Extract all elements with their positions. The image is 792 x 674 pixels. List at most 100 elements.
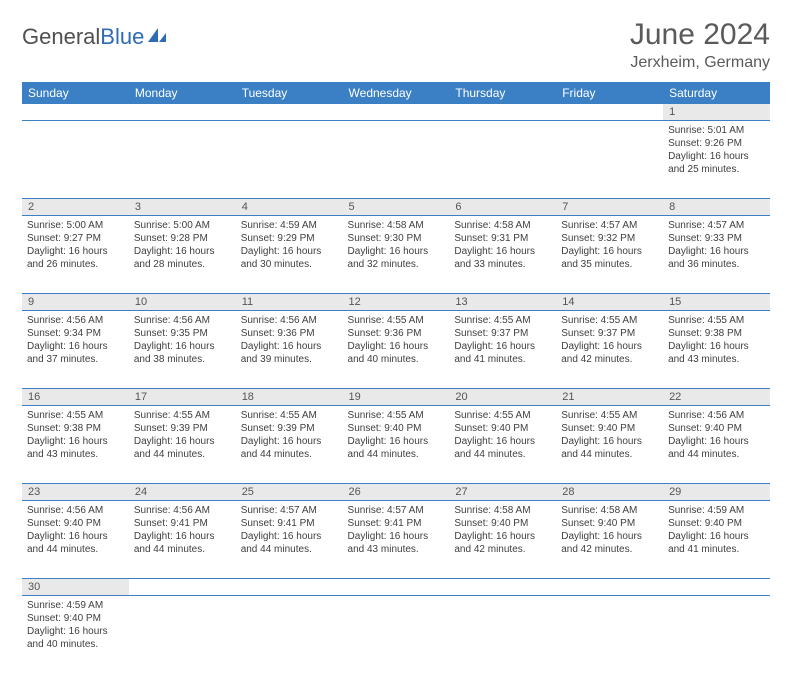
- day-cell: Sunrise: 4:56 AMSunset: 9:40 PMDaylight:…: [22, 501, 129, 579]
- daylight2-text: and 44 minutes.: [134, 543, 231, 556]
- day-number: 5: [343, 199, 450, 216]
- sunset-text: Sunset: 9:41 PM: [348, 517, 445, 530]
- day-number: 26: [343, 484, 450, 501]
- day-cell: Sunrise: 4:58 AMSunset: 9:40 PMDaylight:…: [449, 501, 556, 579]
- daylight2-text: and 25 minutes.: [668, 163, 765, 176]
- day-number: 30: [22, 579, 129, 596]
- day-cell: Sunrise: 4:59 AMSunset: 9:40 PMDaylight:…: [22, 596, 129, 674]
- sunrise-text: Sunrise: 4:55 AM: [454, 409, 551, 422]
- day-cell: Sunrise: 4:57 AMSunset: 9:41 PMDaylight:…: [343, 501, 450, 579]
- day-number: 21: [556, 389, 663, 406]
- sunrise-text: Sunrise: 4:55 AM: [27, 409, 124, 422]
- day-cell: [449, 121, 556, 199]
- day-cell: Sunrise: 4:55 AMSunset: 9:36 PMDaylight:…: [343, 311, 450, 389]
- day-number: [22, 104, 129, 121]
- daylight1-text: Daylight: 16 hours: [27, 530, 124, 543]
- day-number: [449, 579, 556, 596]
- sunrise-text: Sunrise: 4:55 AM: [561, 314, 658, 327]
- day-cell: [129, 596, 236, 674]
- daylight1-text: Daylight: 16 hours: [134, 435, 231, 448]
- day-number: 19: [343, 389, 450, 406]
- daylight1-text: Daylight: 16 hours: [27, 245, 124, 258]
- logo: GeneralBlue: [22, 24, 168, 50]
- sunset-text: Sunset: 9:30 PM: [348, 232, 445, 245]
- week-row: Sunrise: 4:59 AMSunset: 9:40 PMDaylight:…: [22, 596, 770, 674]
- sunset-text: Sunset: 9:26 PM: [668, 137, 765, 150]
- day-number: 20: [449, 389, 556, 406]
- sunrise-text: Sunrise: 4:58 AM: [561, 504, 658, 517]
- sunset-text: Sunset: 9:36 PM: [241, 327, 338, 340]
- daylight2-text: and 37 minutes.: [27, 353, 124, 366]
- daylight1-text: Daylight: 16 hours: [454, 530, 551, 543]
- daylight1-text: Daylight: 16 hours: [134, 340, 231, 353]
- day-cell: Sunrise: 4:55 AMSunset: 9:40 PMDaylight:…: [343, 406, 450, 484]
- daylight1-text: Daylight: 16 hours: [134, 245, 231, 258]
- day-number: [343, 104, 450, 121]
- day-header: Tuesday: [236, 82, 343, 104]
- sunrise-text: Sunrise: 4:57 AM: [348, 504, 445, 517]
- day-cell: Sunrise: 4:56 AMSunset: 9:41 PMDaylight:…: [129, 501, 236, 579]
- daylight2-text: and 44 minutes.: [241, 448, 338, 461]
- sunset-text: Sunset: 9:40 PM: [27, 612, 124, 625]
- daynum-row: 16171819202122: [22, 389, 770, 406]
- day-number: 1: [663, 104, 770, 121]
- sunset-text: Sunset: 9:41 PM: [134, 517, 231, 530]
- day-cell: [22, 121, 129, 199]
- day-cell: [236, 596, 343, 674]
- sunrise-text: Sunrise: 4:56 AM: [241, 314, 338, 327]
- day-number: [449, 104, 556, 121]
- sunset-text: Sunset: 9:40 PM: [348, 422, 445, 435]
- sunrise-text: Sunrise: 4:57 AM: [668, 219, 765, 232]
- day-cell: Sunrise: 4:56 AMSunset: 9:40 PMDaylight:…: [663, 406, 770, 484]
- sunset-text: Sunset: 9:28 PM: [134, 232, 231, 245]
- sunset-text: Sunset: 9:33 PM: [668, 232, 765, 245]
- daylight1-text: Daylight: 16 hours: [348, 435, 445, 448]
- day-number: 9: [22, 294, 129, 311]
- daynum-row: 1: [22, 104, 770, 121]
- daynum-row: 2345678: [22, 199, 770, 216]
- daylight2-text: and 28 minutes.: [134, 258, 231, 271]
- day-header-row: SundayMondayTuesdayWednesdayThursdayFrid…: [22, 82, 770, 104]
- day-cell: Sunrise: 4:57 AMSunset: 9:41 PMDaylight:…: [236, 501, 343, 579]
- day-cell: Sunrise: 4:56 AMSunset: 9:35 PMDaylight:…: [129, 311, 236, 389]
- header: GeneralBlue June 2024 Jerxheim, Germany: [22, 18, 770, 72]
- daylight2-text: and 26 minutes.: [27, 258, 124, 271]
- sunrise-text: Sunrise: 4:55 AM: [348, 314, 445, 327]
- day-number: [556, 104, 663, 121]
- day-cell: Sunrise: 4:55 AMSunset: 9:39 PMDaylight:…: [129, 406, 236, 484]
- daylight2-text: and 39 minutes.: [241, 353, 338, 366]
- day-number: 28: [556, 484, 663, 501]
- sunrise-text: Sunrise: 5:00 AM: [134, 219, 231, 232]
- day-cell: [449, 596, 556, 674]
- sunrise-text: Sunrise: 4:58 AM: [454, 504, 551, 517]
- sunrise-text: Sunrise: 4:55 AM: [561, 409, 658, 422]
- location: Jerxheim, Germany: [630, 54, 770, 72]
- day-cell: [343, 596, 450, 674]
- day-number: 8: [663, 199, 770, 216]
- daylight1-text: Daylight: 16 hours: [668, 150, 765, 163]
- daylight1-text: Daylight: 16 hours: [27, 435, 124, 448]
- sunset-text: Sunset: 9:38 PM: [668, 327, 765, 340]
- day-cell: Sunrise: 4:55 AMSunset: 9:40 PMDaylight:…: [556, 406, 663, 484]
- day-cell: Sunrise: 4:58 AMSunset: 9:30 PMDaylight:…: [343, 216, 450, 294]
- sunrise-text: Sunrise: 4:58 AM: [454, 219, 551, 232]
- daylight2-text: and 33 minutes.: [454, 258, 551, 271]
- day-cell: Sunrise: 4:58 AMSunset: 9:31 PMDaylight:…: [449, 216, 556, 294]
- sunset-text: Sunset: 9:40 PM: [561, 422, 658, 435]
- day-header: Saturday: [663, 82, 770, 104]
- day-cell: [236, 121, 343, 199]
- day-number: [236, 579, 343, 596]
- day-number: [129, 579, 236, 596]
- day-cell: Sunrise: 5:00 AMSunset: 9:28 PMDaylight:…: [129, 216, 236, 294]
- daylight2-text: and 32 minutes.: [348, 258, 445, 271]
- day-number: 23: [22, 484, 129, 501]
- daylight2-text: and 41 minutes.: [668, 543, 765, 556]
- day-cell: Sunrise: 4:55 AMSunset: 9:37 PMDaylight:…: [449, 311, 556, 389]
- sunrise-text: Sunrise: 4:56 AM: [134, 314, 231, 327]
- sunrise-text: Sunrise: 4:55 AM: [348, 409, 445, 422]
- day-number: 25: [236, 484, 343, 501]
- daylight1-text: Daylight: 16 hours: [27, 340, 124, 353]
- daylight1-text: Daylight: 16 hours: [668, 340, 765, 353]
- day-cell: [556, 121, 663, 199]
- daylight1-text: Daylight: 16 hours: [348, 340, 445, 353]
